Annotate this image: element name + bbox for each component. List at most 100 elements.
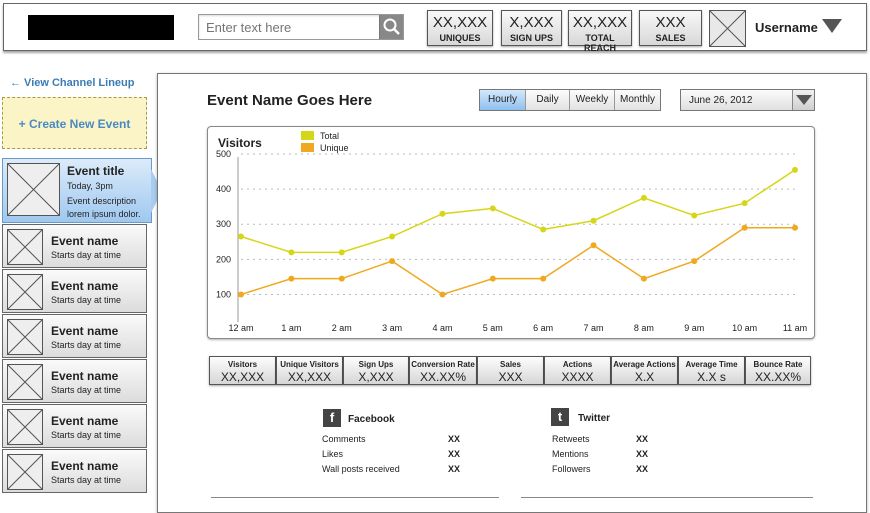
metric-conversion-rate: Conversion Rate XX.XX% [409,356,477,385]
legend-swatch [301,131,314,140]
event-time: Starts day at time [51,295,122,305]
data-point [590,217,597,224]
metric-value: XX.XX% [754,370,802,384]
view-channel-lineup-link[interactable]: ← View Channel Lineup [10,77,135,89]
x-tick-label: 12 am [228,323,253,333]
facebook-stat-label: Wall posts received [322,464,400,474]
metric-average-actions: Average Actions X.X [611,356,678,385]
x-tick-label: 10 am [732,323,757,333]
chart-title: Visitors [218,136,262,150]
divider [521,497,813,498]
data-point [439,291,446,298]
x-tick-label: 11 am [783,323,807,333]
event-name: Event name [51,369,119,383]
event-name: Event name [51,279,119,293]
data-point [741,224,748,231]
event-list-item[interactable]: Event name Starts day at time [2,449,147,493]
image-placeholder-icon [7,454,43,490]
event-name: Event name [51,324,119,338]
x-tick-label: 7 am [584,323,604,333]
data-point [389,258,396,265]
search-box [198,14,404,40]
event-list-item[interactable]: Event name Starts day at time [2,224,147,268]
metric-label: Sales [500,360,521,369]
search-input[interactable] [199,15,377,39]
date-dropdown-button[interactable] [792,90,814,110]
x-tick-label: 6 am [533,323,553,333]
event-list-item[interactable]: Event name Starts day at time [2,359,147,403]
twitter-stat-value: XX [636,449,649,459]
metric-label: Average Actions [613,360,676,369]
username[interactable]: Username [755,20,818,35]
event-thumbnail [7,319,43,355]
twitter-stat-label: Retweets [552,434,590,444]
metric-visitors: Visitors XX,XXX [209,356,276,385]
event-description-line2: lorem ipsum dolor. [67,209,141,219]
metric-value: XX,XXX [220,370,265,384]
data-point [691,258,698,265]
data-point [792,166,798,173]
data-point [439,210,446,217]
active-event-item[interactable]: Event title Today, 3pm Event description… [2,158,162,223]
y-tick-label: 300 [216,219,231,229]
metric-label: Actions [562,360,593,369]
tab-weekly[interactable]: Weekly [569,90,614,110]
event-thumbnail [7,274,43,310]
metric-value: XXXX [561,370,594,384]
stat-sign-ups[interactable]: X,XXX SIGN UPS [501,10,562,46]
data-point [691,212,698,219]
chevron-down-icon[interactable] [822,19,842,33]
data-point [489,205,496,212]
event-list-item[interactable]: Event name Starts day at time [2,404,147,448]
create-new-event-button[interactable]: + Create New Event [2,97,147,149]
page-title: Event Name Goes Here [207,92,373,109]
twitter-icon: t [551,408,569,426]
event-time: Starts day at time [51,430,122,440]
tab-daily[interactable]: Daily [525,90,569,110]
event-name: Event name [51,414,119,428]
date-select[interactable]: June 26, 2012 [680,89,815,111]
image-placeholder-icon [7,163,60,216]
metric-label: Bounce Rate [753,360,803,369]
stat-label: SIGN UPS [509,33,553,43]
stat-uniques[interactable]: XX,XXX UNIQUES [427,10,493,46]
event-time: Starts day at time [51,475,122,485]
stat-total-reach[interactable]: XX,XXX TOTAL REACH [568,10,632,53]
stat-label: TOTAL REACH [583,33,616,53]
facebook-stat-value: XX [448,449,461,459]
x-tick-label: 2 am [332,323,352,333]
selection-arrow [151,169,162,213]
data-point [389,233,396,240]
stat-label: UNIQUES [439,33,481,43]
logo[interactable] [28,15,174,40]
stat-value: XXX [655,14,686,31]
event-time: Starts day at time [51,340,122,350]
search-button[interactable] [379,15,403,39]
data-point [792,224,798,231]
series-line [240,169,796,254]
event-time: Starts day at time [51,385,122,395]
stat-value: XX,XXX [572,14,628,31]
event-name: Event name [51,234,119,248]
avatar[interactable] [709,10,746,47]
metric-actions: Actions XXXX [544,356,611,385]
legend-label: Total [320,131,339,141]
event-list-item[interactable]: Event name Starts day at time [2,269,147,313]
facebook-stat-label: Comments [322,434,366,444]
twitter-stat-value: XX [636,464,649,474]
stat-sales[interactable]: XXX SALES [639,10,702,46]
date-value: June 26, 2012 [689,95,753,106]
event-description: Event description [67,196,137,206]
event-thumbnail [7,229,43,265]
tab-hourly[interactable]: Hourly [480,90,525,110]
x-tick-label: 1 am [281,323,301,333]
metric-value: XXX [498,370,523,384]
data-point [540,275,547,282]
metric-average-time: Average Time X.X s [678,356,745,385]
metric-bounce-rate: Bounce Rate XX.XX% [745,356,811,385]
tab-monthly[interactable]: Monthly [614,90,660,110]
x-tick-label: 9 am [684,323,704,333]
x-tick-label: 5 am [483,323,503,333]
visitors-chart: Visitors Total Unique 100 200 300 400 500 12 am 1… [207,126,815,339]
event-list-item[interactable]: Event name Starts day at time [2,314,147,358]
